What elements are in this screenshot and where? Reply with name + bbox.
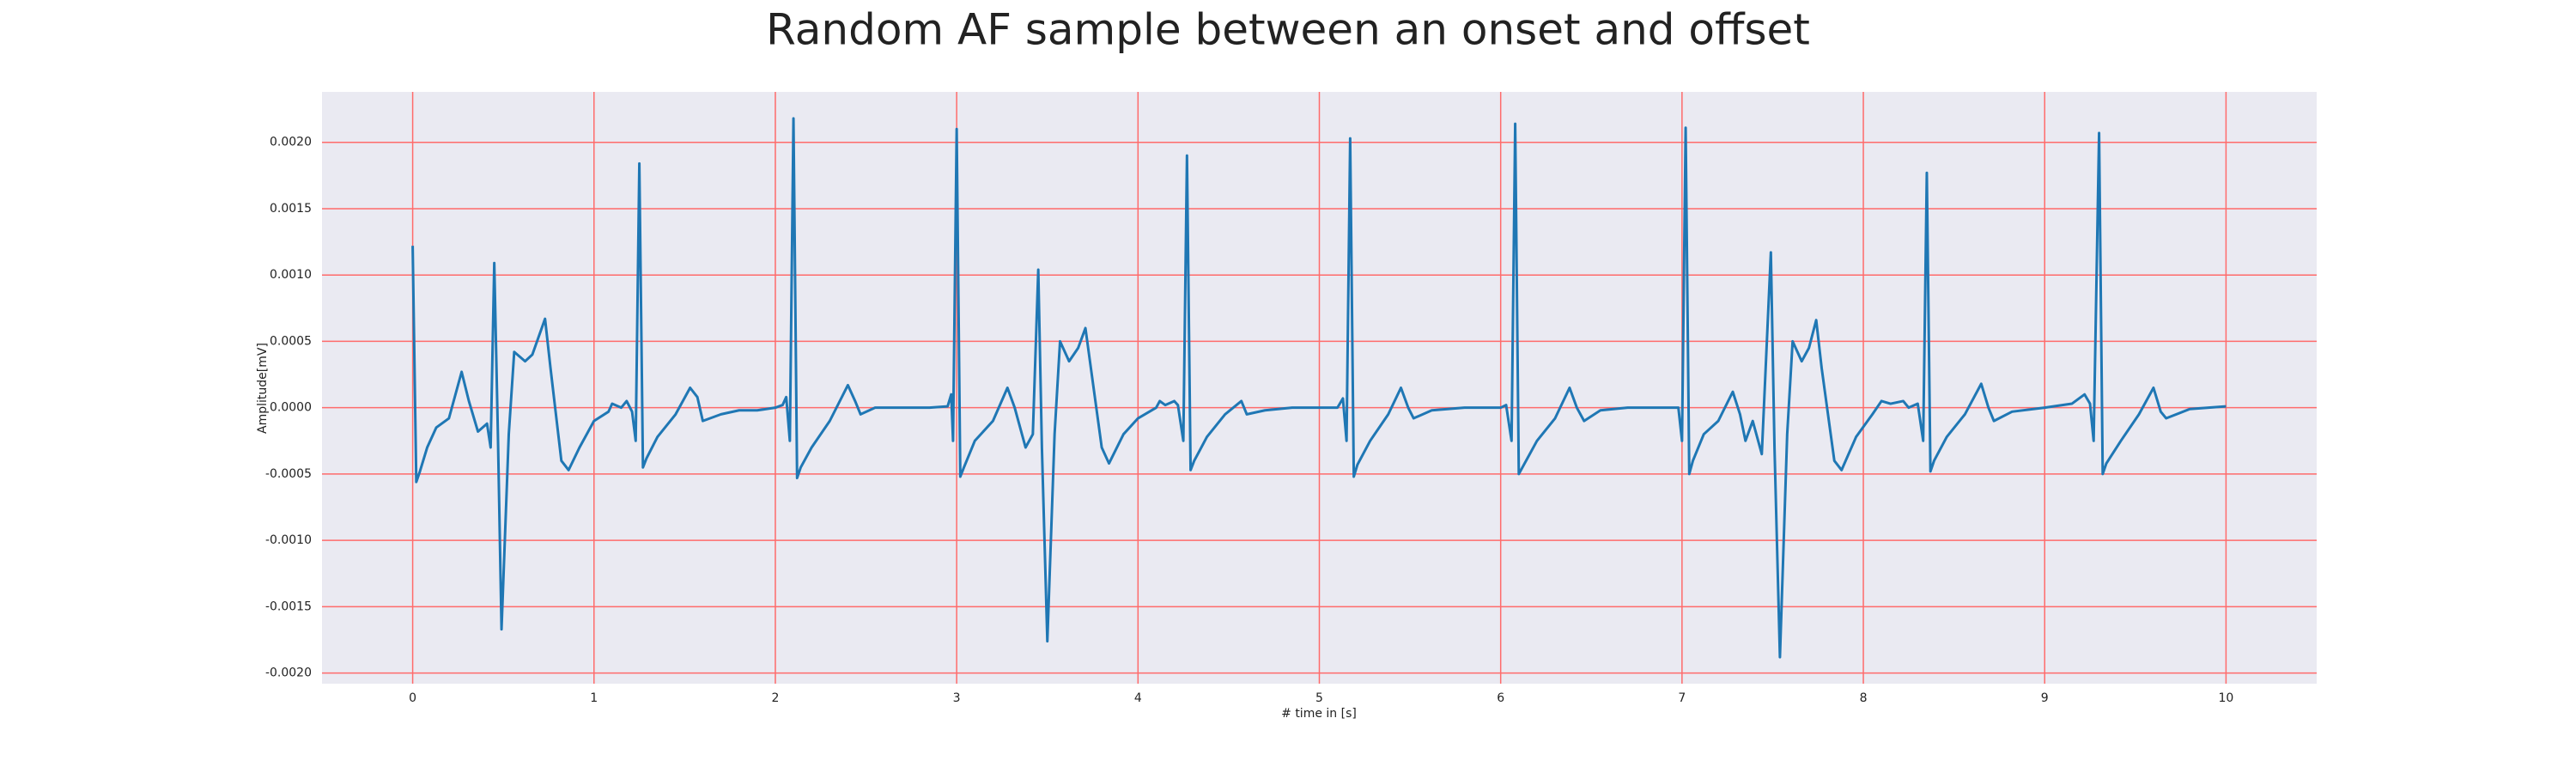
x-tick-label: 0 <box>409 691 416 705</box>
y-tick-label: 0.0005 <box>270 334 312 348</box>
x-tick-label: 7 <box>1678 691 1686 705</box>
y-tick-label: 0.0020 <box>270 136 312 149</box>
y-tick-label: -0.0010 <box>265 533 312 547</box>
y-tick-label: 0.0015 <box>270 202 312 216</box>
y-tick-label: 0.0000 <box>270 401 312 415</box>
x-tick-label: 5 <box>1315 691 1323 705</box>
x-tick-label: 10 <box>2218 691 2233 705</box>
y-tick-label: -0.0005 <box>265 467 312 481</box>
x-axis-label: # time in [s] <box>1281 707 1357 721</box>
y-tick-label: -0.0015 <box>265 600 312 613</box>
x-tick-label: 9 <box>2041 691 2049 705</box>
y-tick-label: -0.0020 <box>265 666 312 680</box>
x-tick-label: 1 <box>590 691 598 705</box>
y-axis-label: Amplitude[mV] <box>256 343 270 434</box>
x-tick-label: 6 <box>1497 691 1504 705</box>
x-tick-label: 8 <box>1860 691 1868 705</box>
x-tick-label: 2 <box>771 691 779 705</box>
x-tick-label: 3 <box>953 691 961 705</box>
line-series <box>411 117 2227 659</box>
y-tick-label: 0.0010 <box>270 268 312 282</box>
x-tick-label: 4 <box>1134 691 1142 705</box>
chart-title: Random AF sample between an onset and of… <box>766 5 1810 55</box>
